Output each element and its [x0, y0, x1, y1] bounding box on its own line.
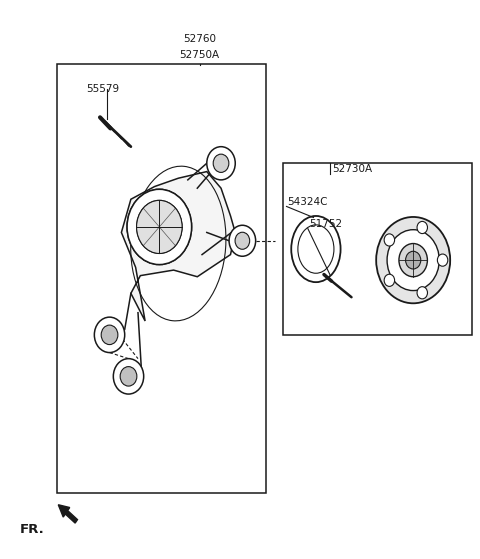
Circle shape	[406, 252, 421, 269]
Circle shape	[95, 317, 125, 353]
Text: 52760: 52760	[183, 34, 216, 44]
Circle shape	[127, 190, 192, 264]
Text: 54324C: 54324C	[288, 197, 328, 207]
Text: 55579: 55579	[86, 83, 119, 93]
Text: 52750A: 52750A	[180, 50, 220, 60]
Circle shape	[376, 217, 450, 304]
Circle shape	[120, 367, 137, 386]
Text: 51752: 51752	[309, 219, 342, 229]
Circle shape	[384, 274, 395, 286]
Circle shape	[437, 254, 448, 266]
Circle shape	[113, 359, 144, 394]
Bar	[57, 64, 266, 492]
Text: 52730A: 52730A	[333, 164, 372, 174]
Circle shape	[137, 200, 182, 253]
Circle shape	[207, 146, 235, 180]
Text: FR.: FR.	[19, 523, 44, 536]
Circle shape	[213, 154, 229, 172]
Circle shape	[235, 232, 250, 249]
Circle shape	[387, 230, 439, 291]
Circle shape	[229, 225, 256, 256]
Circle shape	[101, 325, 118, 344]
Circle shape	[417, 287, 428, 299]
Circle shape	[399, 244, 427, 277]
Circle shape	[127, 190, 192, 264]
PathPatch shape	[121, 172, 235, 321]
Bar	[283, 163, 472, 335]
FancyArrow shape	[58, 505, 77, 523]
Circle shape	[417, 221, 428, 234]
Circle shape	[384, 234, 395, 246]
Circle shape	[137, 200, 182, 253]
